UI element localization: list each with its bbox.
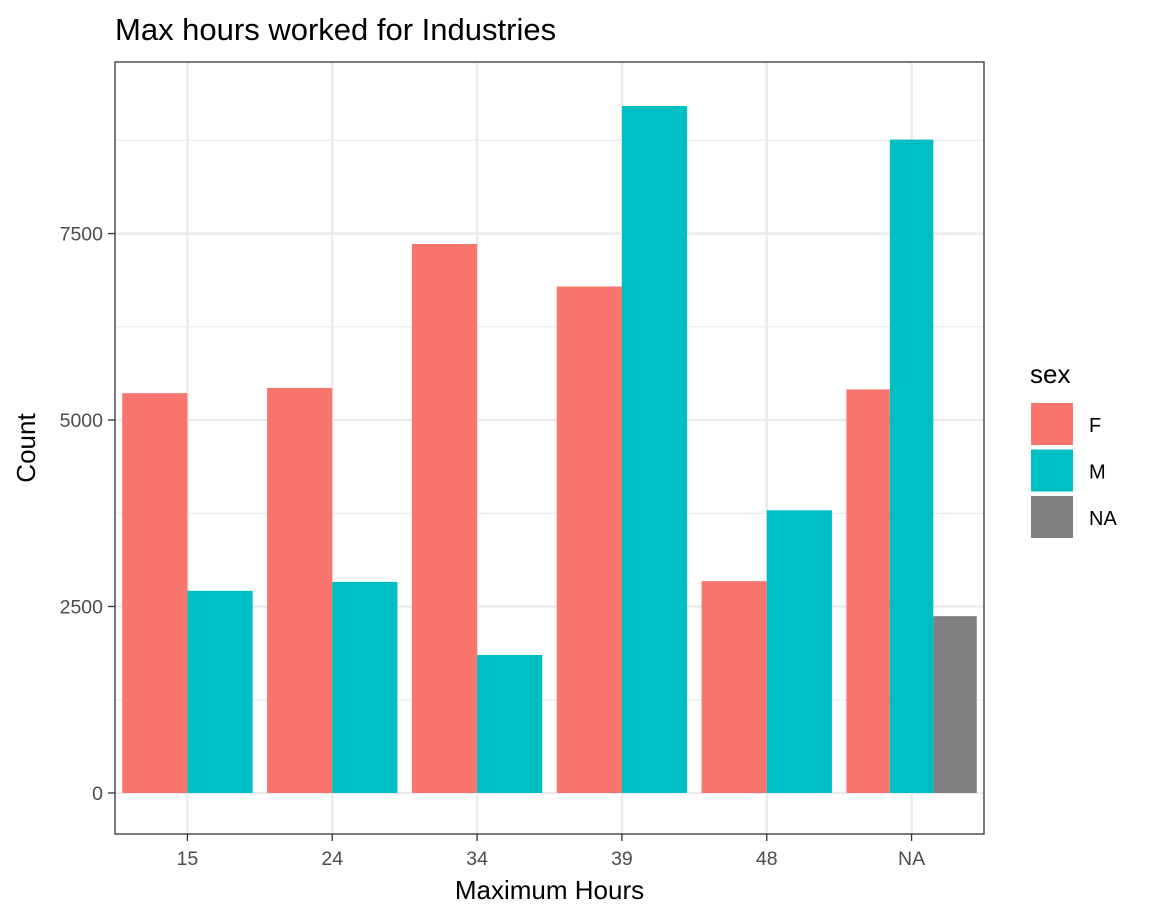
y-axis: 0 2500 5000 7500	[60, 224, 115, 805]
bar-f-34	[411, 243, 478, 793]
legend-label-na: NA	[1089, 508, 1117, 530]
y-tick-label: 5000	[60, 410, 104, 432]
bar-m-48	[766, 510, 832, 793]
x-tick-label: 15	[177, 848, 199, 870]
legend-key-f	[1031, 403, 1073, 445]
x-axis: 15 24 34 39 48 NA	[177, 834, 925, 870]
legend-title: sex	[1030, 359, 1070, 389]
chart-title: Max hours worked for Industries	[115, 12, 556, 47]
y-tick-label: 2500	[60, 597, 104, 619]
bar-na-na	[933, 616, 977, 793]
bar-f-39	[556, 286, 622, 793]
x-tick-label: 48	[756, 848, 778, 870]
bar-m-15	[187, 590, 253, 793]
bars	[122, 106, 977, 793]
bar-f-24	[267, 387, 333, 793]
legend: sex F M NA	[1030, 359, 1117, 538]
y-tick-label: 7500	[60, 224, 104, 246]
bar-f-48	[701, 581, 767, 793]
bar-m-na	[889, 139, 934, 793]
bar-f-na	[846, 389, 890, 793]
plot-panel-border	[114, 61, 985, 835]
grid-minor	[115, 139, 984, 701]
bar-m-34	[477, 654, 543, 793]
bar-f-15	[122, 393, 188, 793]
y-tick-label: 0	[92, 783, 103, 805]
y-axis-title: Count	[11, 413, 41, 483]
bar-m-39	[621, 106, 688, 793]
x-tick-label: 34	[466, 848, 488, 870]
bar-m-24	[332, 581, 398, 793]
legend-label-f: F	[1089, 415, 1101, 437]
legend-key-m	[1031, 449, 1073, 492]
legend-label-m: M	[1089, 462, 1106, 484]
x-axis-title: Maximum Hours	[455, 875, 644, 905]
x-tick-label: 24	[321, 848, 343, 870]
x-tick-label: NA	[898, 848, 925, 870]
legend-key-na	[1031, 496, 1073, 538]
x-tick-label: 39	[611, 848, 633, 870]
